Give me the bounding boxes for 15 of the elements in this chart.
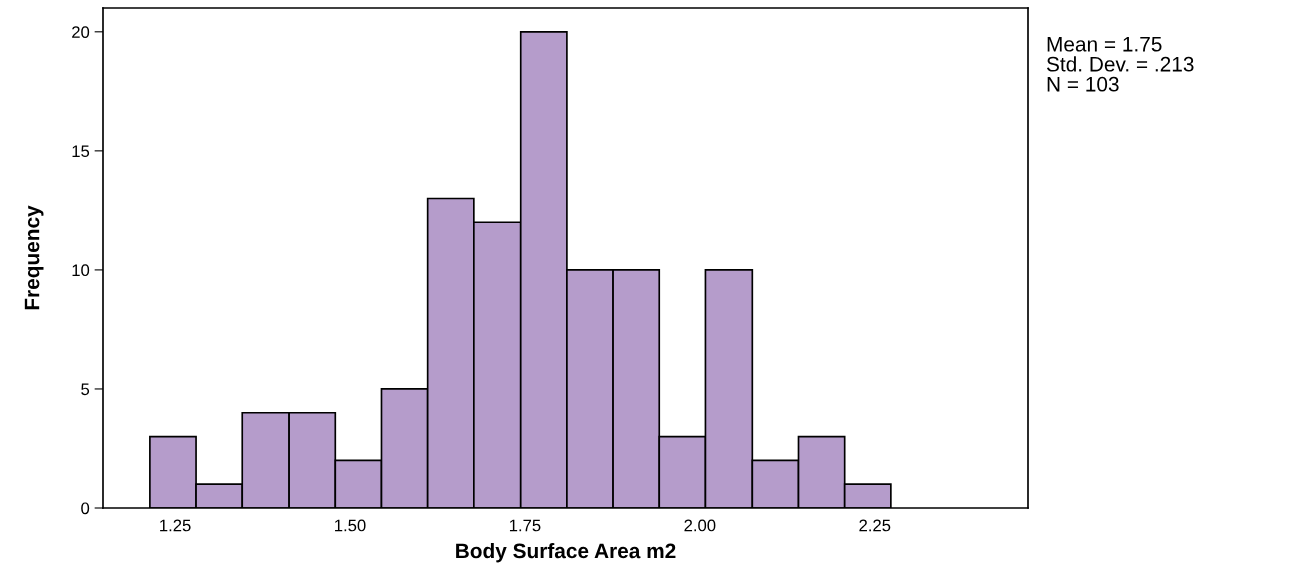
y-tick-label: 5 bbox=[81, 383, 90, 396]
x-tick-label: 2.00 bbox=[684, 519, 716, 532]
x-tick-label: 1.25 bbox=[160, 519, 191, 532]
text: Mean = 1.75 bbox=[1047, 37, 1162, 52]
text: Std. Dev. = .213 bbox=[1046, 56, 1194, 72]
y-tick-label: 10 bbox=[72, 264, 90, 277]
x-tick-label: 1.50 bbox=[335, 519, 366, 532]
x-tick-label: 2.25 bbox=[859, 519, 891, 532]
x-axis-title: Body Surface Area m2 bbox=[456, 542, 676, 563]
y-tick-label: 15 bbox=[72, 145, 90, 158]
text: N = 103 bbox=[1047, 76, 1119, 92]
y-tick-label: 20 bbox=[72, 26, 90, 39]
y-tick-label: 0 bbox=[81, 502, 90, 515]
y-axis-title: Frequency bbox=[24, 205, 44, 310]
x-tick-label: 1.75 bbox=[509, 519, 541, 532]
